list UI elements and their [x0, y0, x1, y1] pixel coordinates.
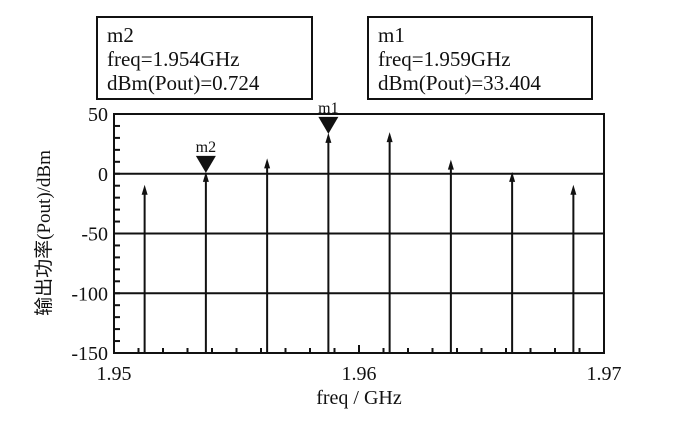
x-axis-label: freq / GHz	[316, 387, 402, 409]
marker-m1-readout-line: m1	[378, 23, 405, 47]
marker-m1-readout-box	[367, 16, 593, 100]
y-tick-label: -100	[71, 283, 108, 305]
y-tick-label: -150	[71, 343, 108, 365]
marker-m1-label: m1	[318, 100, 338, 117]
marker-m2-triangle	[195, 155, 216, 173]
y-tick-label: 0	[98, 164, 108, 186]
x-tick-label: 1.96	[342, 363, 377, 385]
marker-m2-label: m2	[196, 139, 216, 156]
stem-arrowhead	[386, 132, 393, 143]
marker-m2-readout-line: freq=1.954GHz	[107, 47, 240, 71]
marker-m2-readout-line: dBm(Pout)=0.724	[107, 71, 260, 95]
marker-m1-readout-line: freq=1.959GHz	[378, 47, 511, 71]
marker-m2-readout-box	[96, 16, 313, 100]
y-axis-label: 输出功率(Pout)/dBm	[33, 150, 55, 316]
stem-arrowhead	[509, 171, 516, 182]
marker-m1-readout-line: dBm(Pout)=33.404	[378, 71, 541, 95]
y-tick-label: -50	[81, 224, 108, 246]
y-tick-label: 50	[88, 104, 108, 126]
stem-arrowhead	[264, 158, 271, 169]
stem-arrowhead	[202, 171, 209, 182]
marker-m2-readout-line: m2	[107, 23, 134, 47]
marker-m1-triangle	[318, 116, 339, 134]
x-tick-label: 1.95	[97, 363, 132, 385]
stems	[141, 132, 577, 353]
stem-arrowhead	[447, 159, 454, 170]
stem-arrowhead	[325, 132, 332, 143]
grid	[114, 113, 604, 354]
x-tick-label: 1.97	[587, 363, 622, 385]
stem-arrowhead	[141, 184, 148, 195]
markers: m2 m1	[196, 100, 339, 173]
stem-arrowhead	[570, 184, 577, 195]
